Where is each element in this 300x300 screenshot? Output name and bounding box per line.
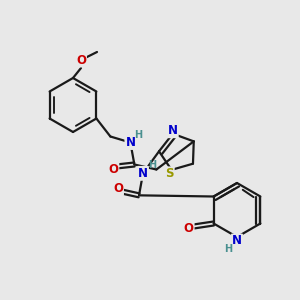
Text: O: O [76, 53, 86, 67]
Text: N: N [138, 167, 148, 180]
Text: N: N [125, 136, 135, 149]
Text: H: H [134, 130, 142, 140]
Text: H: H [224, 244, 232, 254]
Text: H: H [148, 160, 156, 170]
Text: N: N [168, 124, 178, 137]
Text: O: O [113, 182, 123, 195]
Text: O: O [108, 163, 118, 176]
Text: N: N [232, 235, 242, 248]
Text: O: O [184, 222, 194, 235]
Text: S: S [165, 167, 174, 180]
